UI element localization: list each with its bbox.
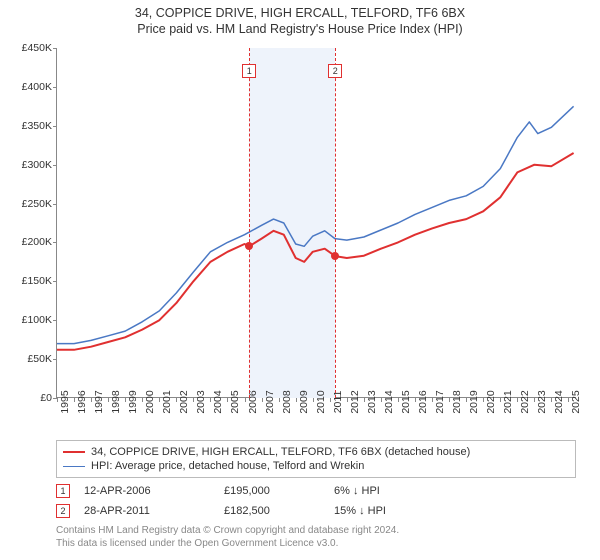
sale-dot-2 (331, 252, 339, 260)
xtick-label: 1997 (91, 390, 105, 413)
ytick-label: £200K (22, 236, 52, 248)
legend-swatch-price (63, 451, 85, 453)
xtick-label: 2025 (568, 390, 582, 413)
chart-area: £0£50K£100K£150K£200K£250K£300K£350K£400… (56, 48, 576, 398)
ytick-mark (53, 165, 57, 166)
sale-delta-1: 6% ↓ HPI (334, 485, 414, 497)
xtick-label: 2024 (551, 390, 565, 413)
sale-num-1: 1 (56, 484, 70, 498)
legend-label-hpi: HPI: Average price, detached house, Telf… (91, 460, 364, 472)
xtick-label: 2023 (534, 390, 548, 413)
ytick-label: £100K (22, 314, 52, 326)
sale-dot-1 (245, 242, 253, 250)
ytick-mark (53, 87, 57, 88)
xtick-label: 2007 (262, 390, 276, 413)
legend-row-price: 34, COPPICE DRIVE, HIGH ERCALL, TELFORD,… (63, 445, 569, 459)
sale-price-1: £195,000 (224, 485, 334, 497)
ytick-mark (53, 48, 57, 49)
xtick-label: 2020 (483, 390, 497, 413)
xtick-label: 2001 (159, 390, 173, 413)
plot-region: £0£50K£100K£150K£200K£250K£300K£350K£400… (56, 48, 576, 398)
title-address: 34, COPPICE DRIVE, HIGH ERCALL, TELFORD,… (0, 6, 600, 20)
title-subtitle: Price paid vs. HM Land Registry's House … (0, 22, 600, 36)
ytick-mark (53, 359, 57, 360)
series-svg (57, 48, 577, 398)
sale-marker-box-1: 1 (242, 64, 256, 78)
xtick-label: 2002 (176, 390, 190, 413)
ytick-label: £350K (22, 120, 52, 132)
sale-price-2: £182,500 (224, 505, 334, 517)
sale-num-2: 2 (56, 504, 70, 518)
xtick-label: 2015 (398, 390, 412, 413)
xtick-label: 2008 (279, 390, 293, 413)
sale-marker-box-2: 2 (328, 64, 342, 78)
xtick-label: 2011 (330, 391, 344, 414)
xtick-label: 2005 (227, 390, 241, 413)
ytick-mark (53, 242, 57, 243)
sale-dash-2 (335, 48, 336, 398)
xtick-label: 1996 (74, 390, 88, 413)
sale-date-1: 12-APR-2006 (84, 485, 224, 497)
xtick-label: 2006 (245, 390, 259, 413)
series-hpi (57, 106, 574, 343)
sales-table: 1 12-APR-2006 £195,000 6% ↓ HPI 2 28-APR… (56, 484, 576, 518)
xtick-label: 2012 (347, 390, 361, 413)
chart-container: 34, COPPICE DRIVE, HIGH ERCALL, TELFORD,… (0, 0, 600, 560)
ytick-label: £450K (22, 42, 52, 54)
xtick-label: 2010 (313, 390, 327, 413)
ytick-label: £300K (22, 159, 52, 171)
legend-box: 34, COPPICE DRIVE, HIGH ERCALL, TELFORD,… (56, 440, 576, 478)
xtick-label: 2004 (210, 390, 224, 413)
ytick-mark (53, 320, 57, 321)
ytick-mark (53, 126, 57, 127)
xtick-label: 2018 (449, 390, 463, 413)
legend-row-hpi: HPI: Average price, detached house, Telf… (63, 459, 569, 473)
legend-swatch-hpi (63, 466, 85, 467)
series-price_paid (57, 153, 574, 350)
xtick-label: 1995 (57, 390, 71, 413)
ytick-mark (53, 204, 57, 205)
xtick-label: 2003 (193, 390, 207, 413)
xtick-label: 2000 (142, 390, 156, 413)
titles: 34, COPPICE DRIVE, HIGH ERCALL, TELFORD,… (0, 0, 600, 36)
ytick-label: £400K (22, 81, 52, 93)
footer-line2: This data is licensed under the Open Gov… (56, 537, 576, 550)
legend-and-footer: 34, COPPICE DRIVE, HIGH ERCALL, TELFORD,… (56, 440, 576, 550)
footer-line1: Contains HM Land Registry data © Crown c… (56, 524, 576, 537)
xtick-label: 2016 (415, 390, 429, 413)
xtick-label: 2014 (381, 390, 395, 413)
ytick-mark (53, 281, 57, 282)
xtick-label: 2013 (364, 390, 378, 413)
xtick-label: 2019 (466, 390, 480, 413)
sale-dash-1 (249, 48, 250, 398)
sale-date-2: 28-APR-2011 (84, 505, 224, 517)
xtick-label: 2009 (296, 390, 310, 413)
footer: Contains HM Land Registry data © Crown c… (56, 524, 576, 550)
xtick-label: 1998 (108, 390, 122, 413)
xtick-label: 2021 (500, 390, 514, 413)
ytick-label: £0 (40, 392, 52, 404)
xtick-label: 1999 (125, 390, 139, 413)
xtick-label: 2017 (432, 390, 446, 413)
ytick-label: £150K (22, 275, 52, 287)
xtick-label: 2022 (517, 390, 531, 413)
legend-label-price: 34, COPPICE DRIVE, HIGH ERCALL, TELFORD,… (91, 446, 470, 458)
sale-delta-2: 15% ↓ HPI (334, 505, 414, 517)
ytick-label: £50K (27, 353, 52, 365)
ytick-label: £250K (22, 198, 52, 210)
